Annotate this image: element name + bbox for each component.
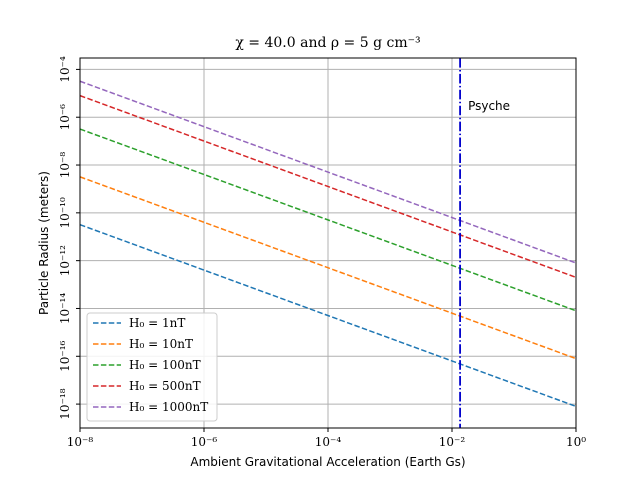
chart-title: χ = 40.0 and ρ = 5 g cm⁻³ (235, 35, 420, 51)
y-tick-label: 10⁻¹⁸ (58, 388, 72, 419)
x-tick-label: 10⁻⁴ (315, 435, 342, 449)
legend-label: H₀ = 1nT (129, 316, 185, 330)
x-axis-label: Ambient Gravitational Acceleration (Eart… (190, 455, 465, 469)
legend-box (86, 312, 218, 422)
y-tick-label: 10⁻¹² (58, 245, 72, 276)
x-tick-label: 10⁻⁶ (191, 435, 218, 449)
y-axis-label: Particle Radius (meters) (37, 171, 51, 315)
x-tick-label: 10⁻² (439, 435, 466, 449)
x-tick-label: 10⁰ (566, 435, 586, 449)
y-tick-label: 10⁻¹⁶ (58, 340, 72, 371)
psyche-label: Psyche (468, 99, 510, 113)
chart-series (79, 80, 577, 408)
chart-legend: H₀ = 1nT H₀ = 10nT H₀ = 100nT H₀ = 500nT H₀ … (86, 312, 218, 422)
y-tick-label: 10⁻⁶ (58, 104, 72, 131)
y-tick-label: 10⁻¹⁰ (58, 197, 72, 228)
series-line (79, 223, 577, 408)
legend-label: H₀ = 100nT (129, 358, 201, 372)
legend-label: H₀ = 10nT (129, 337, 193, 351)
series-line (79, 128, 577, 312)
chart-annotations: Psyche (459, 58, 510, 428)
chart-ticks: 10⁻⁸ 10⁻⁶ 10⁻⁴ 10⁻² 10⁰ 10⁻⁴ 10⁻⁶ 10⁻⁸ 10⁻¹⁰ 10⁻¹… (58, 56, 586, 449)
y-tick-label: 10⁻⁸ (58, 152, 72, 179)
legend-label: H₀ = 500nT (129, 379, 201, 393)
series-line (79, 80, 577, 264)
series-line (79, 176, 577, 360)
y-tick-label: 10⁻¹⁴ (58, 293, 72, 324)
legend-label: H₀ = 1000nT (129, 400, 208, 414)
y-tick-label: 10⁻⁴ (58, 56, 72, 83)
series-line (79, 94, 577, 279)
x-tick-label: 10⁻⁸ (67, 435, 94, 449)
